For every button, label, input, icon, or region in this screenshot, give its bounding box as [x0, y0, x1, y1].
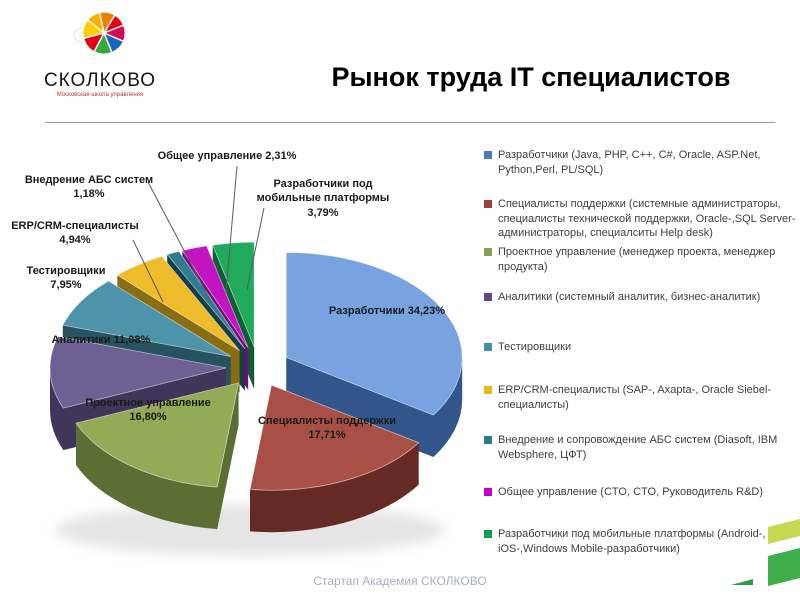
pie-label-testers: Тестировщики 7,95% — [26, 265, 106, 292]
pie-slice-top — [62, 280, 232, 357]
corner-stripe-sliver — [731, 579, 753, 585]
legend-item-analysts: Аналитики (системный аналитик, бизнес-ан… — [484, 290, 798, 305]
legend-item-mobile-developers: Разработчики под мобильные платформы (An… — [484, 527, 798, 556]
leader-lines — [132, 165, 265, 303]
pie-label-general-mgmt: Общее управление 2,31% — [157, 150, 297, 162]
chart-legend: Разработчики (Java, PHP, C++, C#, Oracle… — [484, 140, 798, 570]
legend-swatch — [484, 488, 492, 496]
pie-slice-top — [181, 245, 249, 349]
pie-slice-side — [250, 442, 419, 533]
legend-label: Аналитики (системный аналитик, бизнес-ан… — [498, 291, 761, 303]
legend-label: Проектное управление (менеджер проекта, … — [498, 246, 776, 273]
legend-item-general-mgmt: Общее управление (CTO, CTO, Руководитель… — [484, 485, 798, 500]
legend-label: Внедрение и сопровождение АБС систем (Di… — [498, 434, 778, 461]
pie-label-erp-crm: ERP/CRM-специалисты 4,94% — [11, 220, 139, 247]
legend-swatch — [484, 530, 492, 538]
pie-slice-top — [75, 382, 240, 488]
legend-swatch — [484, 248, 492, 256]
legend-item-erp-crm: ERP/CRM-специалисты (SAP-, Axapta-, Orac… — [484, 383, 798, 412]
pie-slice-side — [76, 382, 239, 530]
pie-label-support: Специалисты поддержки 17,71% — [258, 415, 396, 442]
pie-chart — [0, 130, 470, 570]
legend-label: Общее управление (CTO, CTO, Руководитель… — [498, 486, 764, 498]
pie-label-developers: Разработчики 34,23% — [328, 305, 446, 317]
legend-item-abs-systems: Внедрение и сопровождение АБС систем (Di… — [484, 433, 798, 462]
header-divider — [45, 122, 775, 123]
legend-label: Тестировщики — [498, 341, 572, 353]
legend-item-project-mgmt: Проектное управление (менеджер проекта, … — [484, 245, 798, 274]
corner-stripe-green — [768, 548, 800, 586]
legend-item-support: Специалисты поддержки (системные админис… — [484, 197, 798, 241]
legend-swatch — [484, 343, 492, 351]
pie-slice-top — [116, 255, 240, 351]
pie-slice-support — [249, 384, 420, 533]
page-title: Рынок труда IT специалистов — [331, 62, 731, 92]
pie-slice-top — [49, 336, 227, 409]
legend-label: ERP/CRM-специалисты (SAP-, Axapta-, Orac… — [498, 384, 772, 411]
legend-label: Специалисты поддержки (системные админис… — [498, 198, 796, 240]
pie-label-project-mgmt: Проектное управление 16,80% — [85, 397, 211, 424]
legend-swatch — [484, 293, 492, 301]
corner-decor — [731, 519, 800, 586]
pie-slice-top — [166, 250, 246, 349]
corner-stripe-light — [768, 519, 800, 544]
legend-label: Разработчики под мобильные платформы (An… — [498, 528, 766, 555]
legend-swatch — [484, 200, 492, 208]
pie-slice-developers — [285, 252, 463, 457]
footer-text: Стартап Академия СКОЛКОВО — [313, 574, 487, 588]
legend-label: Разработчики (Java, PHP, C++, C#, Oracle… — [498, 149, 761, 176]
legend-swatch — [484, 436, 492, 444]
pie-slice-top — [212, 241, 255, 348]
logo-globe-icon — [73, 11, 126, 55]
logo-tagline: Московская школа управления — [56, 92, 144, 98]
pie-slice-top — [285, 252, 463, 416]
pie-slice-project-mgmt — [75, 382, 240, 530]
pie-slice-side — [286, 357, 463, 457]
pie-label-analysts: Аналитики 11,08% — [51, 334, 151, 346]
logo-wordmark: СКОЛКОВО — [43, 70, 157, 91]
legend-swatch — [484, 386, 492, 394]
legend-item-developers: Разработчики (Java, PHP, C++, C#, Oracle… — [484, 148, 798, 177]
legend-swatch — [484, 151, 492, 159]
pie-label-mobile-developers: Разработчики под мобильные платформы 3,79… — [256, 178, 390, 219]
skolkovo-logo: СКОЛКОВО Московская школа управления — [38, 4, 162, 98]
legend-item-testers: Тестировщики — [484, 340, 798, 355]
pie-slice-top — [249, 384, 420, 491]
pie-label-abs-systems: Внедрение АБС систем 1,18% — [24, 174, 154, 201]
pie-chart-svg — [49, 165, 463, 556]
